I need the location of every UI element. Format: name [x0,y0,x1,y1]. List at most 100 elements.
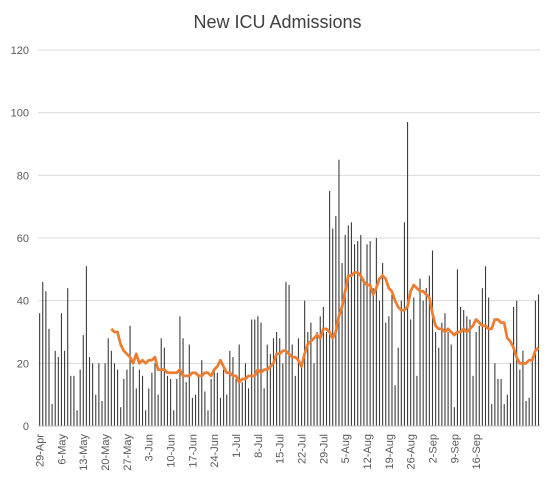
bar [416,375,418,426]
bar [95,394,97,426]
bar [297,338,299,426]
bar [441,322,443,426]
bar [509,363,511,426]
x-tick-label: 8-Jul [253,434,265,458]
x-tick-label: 20-May [100,434,112,471]
bar [460,306,462,426]
bar [232,357,234,426]
bar [132,366,134,426]
bar [188,344,190,426]
bar [369,241,371,426]
bar [301,366,303,426]
bar [422,300,424,426]
bar [60,313,63,426]
bar [519,369,521,426]
bar [185,382,187,426]
bar [129,325,131,426]
bar [332,228,334,426]
bar [463,310,465,426]
bar [76,410,78,426]
bar [522,350,524,426]
bar [410,319,412,426]
bar [304,300,306,426]
x-tick-label: 17-Jun [187,434,199,468]
bar [407,122,409,426]
x-tick-label: 5-Aug [340,434,352,463]
x-tick-label: 6-May [56,434,68,465]
bar [154,363,156,426]
x-tick-label: 13-May [78,434,90,471]
bar [431,250,434,426]
bar [338,159,340,427]
bar [148,388,150,426]
bar [263,388,265,426]
bar [491,404,493,426]
bar [503,404,505,426]
bar [194,394,197,426]
bar [531,357,533,426]
bar [497,379,499,426]
bar [466,316,468,426]
y-tick-label: 100 [11,108,29,120]
bar [444,313,446,426]
bar [450,344,452,426]
bar [57,357,59,426]
x-tick-label: 27-May [122,434,134,471]
bar [191,397,193,426]
bar [110,350,112,426]
bar [325,332,328,426]
bar [513,306,515,426]
bar [316,332,318,426]
bar [494,363,496,426]
x-tick-label: 15-Jul [275,434,287,464]
bar [54,350,56,426]
bar [350,222,352,426]
chart-title: New ICU Admissions [193,12,362,32]
bar [453,407,455,426]
bar [70,375,72,426]
bar [88,357,91,426]
bar [244,363,246,426]
bar [45,291,47,426]
bar [382,263,384,426]
x-tick-label: 19-Aug [384,434,396,469]
bar [372,288,374,426]
bar [117,369,119,426]
bar [151,372,153,426]
bar [251,319,253,426]
y-tick-label: 0 [23,421,29,433]
bar [400,300,402,426]
x-tick-label: 16-Sep [471,434,483,469]
x-tick-label: 9-Sep [449,434,461,463]
bar [425,288,427,426]
bar [176,379,178,426]
bar [198,375,200,426]
bar [313,363,315,426]
bar [319,316,321,426]
bar [419,278,421,426]
bar [310,322,312,426]
bar [42,281,44,426]
bar [360,234,362,426]
y-tick-label: 60 [17,233,29,245]
bar [285,281,287,426]
y-tick-label: 20 [17,358,29,370]
bar [347,225,349,426]
y-tick-label: 40 [17,296,29,308]
bar [272,338,275,426]
bar [335,216,337,426]
x-tick-label: 12-Aug [362,434,374,469]
bar [67,288,69,426]
bar [322,306,324,426]
bar [160,338,162,426]
bar [478,325,480,426]
bar [123,379,125,426]
x-tick-label: 1-Jul [231,434,243,458]
bar [219,397,222,426]
bar [120,407,122,426]
bar [182,338,184,426]
bar [241,382,243,426]
y-tick-label: 120 [11,45,29,57]
